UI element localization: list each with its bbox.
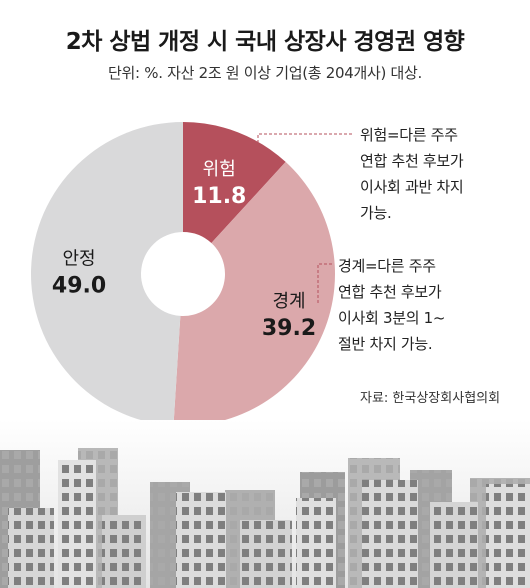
slice-label-risk: 위험 bbox=[203, 159, 236, 180]
slice-value-risk: 11.8 bbox=[192, 184, 246, 209]
slice-risk bbox=[183, 122, 286, 244]
city-skyline-illustration bbox=[0, 420, 530, 588]
chart-subtitle: 단위: %. 자산 2조 원 이상 기업(총 204개사) 대상. bbox=[108, 64, 422, 82]
slice-caution bbox=[173, 161, 336, 426]
slice-label-caution: 경계 bbox=[272, 291, 305, 312]
chart-title: 2차 상법 개정 시 국내 상장사 경영권 영향 bbox=[65, 29, 465, 55]
slice-stable bbox=[30, 122, 183, 426]
risk-definition-note: 위험=다른 주주 연합 추천 후보가 이사회 과반 차지 가능. bbox=[360, 126, 464, 222]
source-label: 자료: 한국상장회사협의회 bbox=[360, 391, 501, 406]
slice-label-stable: 안정 bbox=[62, 249, 95, 270]
caution-leader-line bbox=[317, 263, 332, 304]
caution-definition-note: 경계=다른 주주 연합 추천 후보가 이사회 3분의 1~ 절반 차지 가능. bbox=[338, 257, 446, 353]
slice-value-stable: 49.0 bbox=[52, 274, 106, 299]
slice-value-caution: 39.2 bbox=[262, 316, 316, 341]
risk-leader-line bbox=[257, 133, 352, 162]
